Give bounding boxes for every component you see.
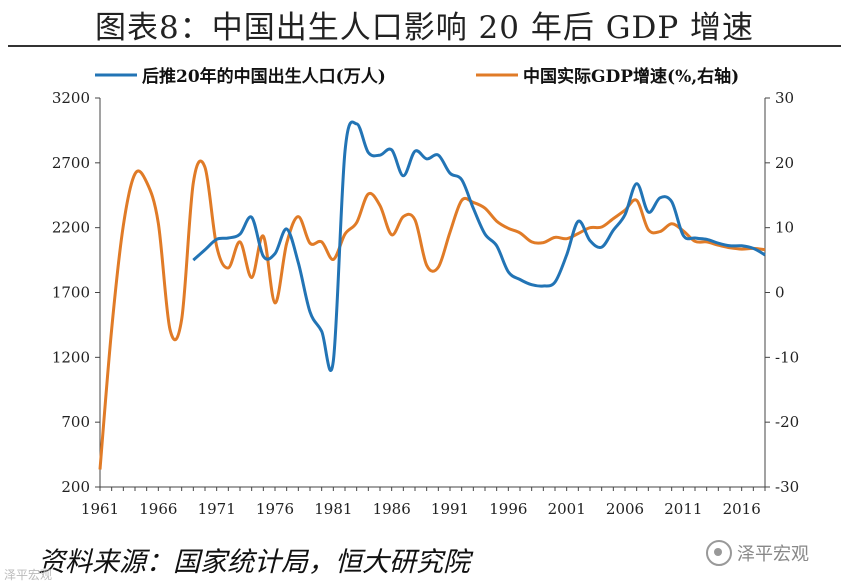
- x-tick-label: 1996: [489, 500, 527, 518]
- x-tick-label: 1991: [431, 500, 469, 518]
- left-axis-ticks: 3200 2700 2200 1700 1200 700 200: [52, 89, 100, 496]
- x-axis-ticks: 1961 1966 1971 1976 1981 1986 1991 1996 2001 2006…: [81, 487, 766, 518]
- wechat-icon: [706, 540, 732, 566]
- watermark-text: 泽平宏观: [737, 544, 809, 565]
- series-line-births: [192, 120, 766, 372]
- left-tick-label: 2700: [52, 154, 90, 172]
- title-rule: [8, 45, 841, 47]
- left-tick-label: 700: [61, 413, 90, 431]
- x-tick-label: 2016: [723, 500, 761, 518]
- x-tick-label: 1971: [198, 500, 236, 518]
- left-tick-label: 1200: [52, 348, 90, 366]
- figure-title: 图表8：中国出生人口影响 20 年后 GDP 增速: [94, 10, 755, 46]
- right-tick-label: 10: [775, 219, 794, 237]
- legend: 后推20年的中国出生人口(万人) 中国实际GDP增速(%,右轴): [95, 66, 739, 87]
- x-tick-label: 2001: [548, 500, 586, 518]
- x-tick-label: 1976: [256, 500, 294, 518]
- x-tick-label: 1986: [373, 500, 411, 518]
- legend-label-gdp: 中国实际GDP增速(%,右轴): [523, 66, 739, 87]
- series-lines: [98, 120, 766, 470]
- right-tick-label: -10: [775, 348, 799, 366]
- right-tick-label: 0: [775, 284, 785, 302]
- x-tick-label: 1966: [139, 500, 177, 518]
- legend-label-births: 后推20年的中国出生人口(万人): [142, 66, 386, 87]
- left-tick-label: 1700: [52, 284, 90, 302]
- watermark: 泽平宏观: [706, 540, 809, 566]
- x-tick-label: 2011: [664, 500, 702, 518]
- source-note: 资料来源：国家统计局，恒大研究院: [38, 547, 470, 578]
- left-tick-label: 2200: [52, 219, 90, 237]
- left-tick-label: 3200: [52, 89, 90, 107]
- right-tick-label: 20: [775, 154, 794, 172]
- right-tick-label: 30: [775, 89, 794, 107]
- series-line-gdp: [98, 159, 766, 470]
- x-tick-label: 2006: [606, 500, 644, 518]
- right-axis-ticks: 30 20 10 0 -10 -20 -30: [765, 89, 799, 496]
- x-tick-label: 1961: [81, 500, 119, 518]
- left-tick-label: 200: [61, 478, 90, 496]
- right-tick-label: -20: [775, 413, 799, 431]
- right-tick-label: -30: [775, 478, 799, 496]
- x-tick-label: 1981: [314, 500, 352, 518]
- corner-watermark: 泽平宏观: [4, 568, 53, 582]
